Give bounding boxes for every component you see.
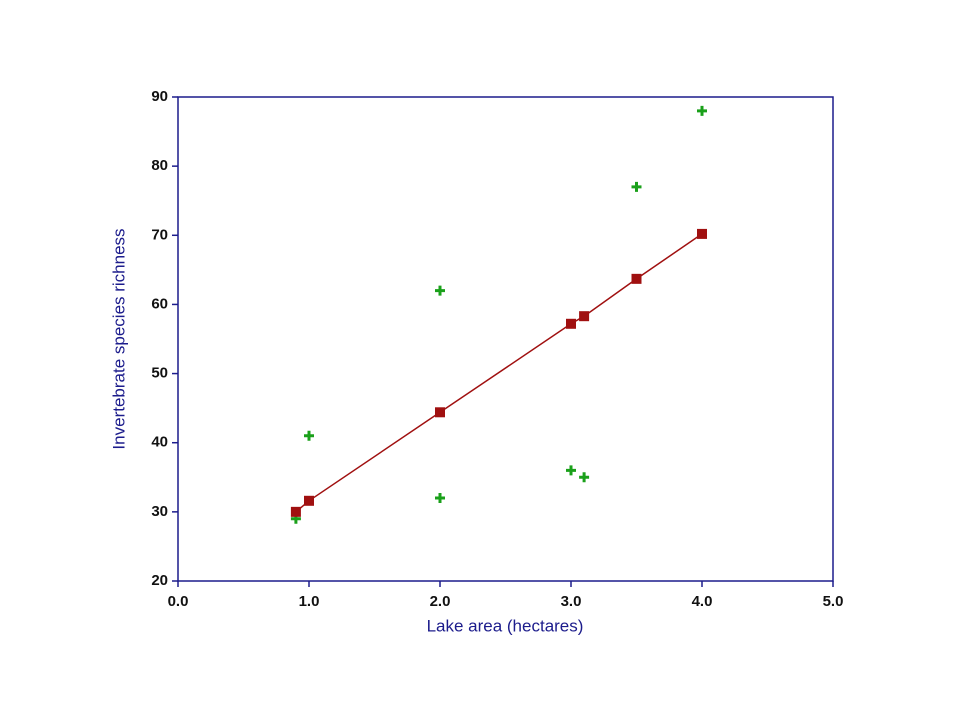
- y-tick-label: 50: [151, 365, 168, 382]
- plus-marker: [435, 285, 445, 296]
- x-tick-label: 2.0: [430, 593, 451, 610]
- plus-marker: [697, 105, 707, 116]
- square-marker: [631, 273, 642, 284]
- y-tick-label: 70: [151, 226, 168, 243]
- plus-marker: [631, 181, 642, 192]
- x-tick-label: 3.0: [561, 593, 582, 610]
- plus-marker: [579, 472, 590, 483]
- plot-frame: [177, 96, 834, 582]
- x-tick-label: 1.0: [299, 593, 320, 610]
- y-tick-label: 80: [151, 157, 168, 174]
- square-marker: [566, 318, 576, 329]
- y-tick-label: 90: [151, 88, 168, 105]
- plus-marker: [304, 430, 314, 441]
- x-axis-title: Lake area (hectares): [427, 616, 584, 635]
- square-marker: [697, 228, 707, 239]
- square-marker: [290, 506, 301, 517]
- y-tick-label: 40: [151, 434, 168, 451]
- y-axis-title: Invertebrate species richness: [109, 228, 128, 449]
- x-tick-label: 0.0: [168, 593, 189, 610]
- y-tick-label: 30: [151, 503, 168, 520]
- square-marker: [435, 407, 445, 418]
- plus-marker: [435, 493, 445, 504]
- y-tick-label: 20: [151, 572, 168, 589]
- plus-marker: [566, 465, 576, 476]
- square-marker: [579, 311, 590, 322]
- y-tick-label: 60: [151, 295, 168, 312]
- square-marker: [304, 495, 314, 506]
- x-tick-label: 5.0: [823, 593, 844, 610]
- x-tick-label: 4.0: [692, 593, 713, 610]
